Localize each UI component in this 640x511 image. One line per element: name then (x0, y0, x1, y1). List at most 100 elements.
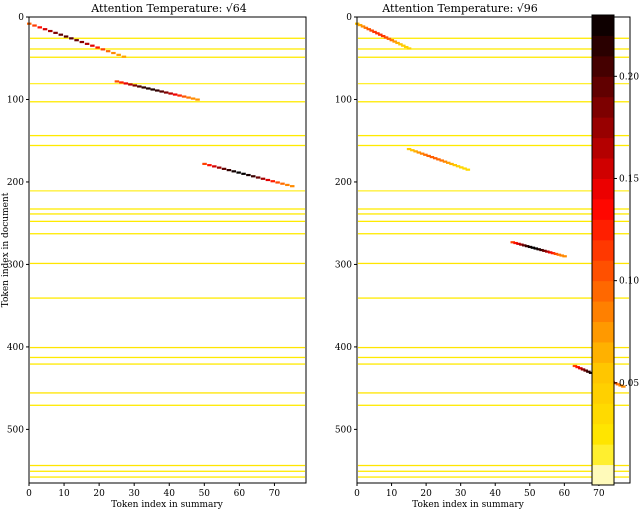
heatmap-cell (260, 177, 266, 180)
heatmap-cell (516, 242, 521, 245)
heatmap-cell (449, 162, 454, 166)
heatmap-cell (116, 53, 121, 56)
colorbar-step (592, 35, 614, 57)
colorbar-tick-label: 0.10 (619, 277, 639, 287)
heatmap-band-row (358, 190, 629, 192)
x-tick-label: 40 (164, 489, 176, 499)
heatmap-cell (159, 90, 164, 93)
right-plot-area (357, 17, 630, 483)
heatmap-band-row (358, 101, 629, 103)
x-tick-label: 50 (524, 489, 536, 499)
colorbar: 0.05 0.10 0.15 0.20 (591, 14, 639, 486)
colorbar-tick-label: 0.20 (619, 72, 639, 82)
heatmap-cell (79, 40, 85, 44)
heatmap-band-row (358, 297, 629, 299)
colorbar-tick-label: 0.15 (619, 174, 639, 184)
x-tick-label: 40 (490, 489, 502, 499)
heatmap-cell (459, 166, 464, 169)
heatmap-cell (419, 152, 425, 155)
heatmap-band-row (358, 56, 629, 58)
y-tick-label: 300 (7, 260, 24, 270)
heatmap-cell (216, 166, 222, 169)
heatmap-cell (100, 48, 106, 51)
left-heatmap-cells (27, 22, 305, 478)
heatmap-band-row (358, 392, 629, 394)
colorbar-step (592, 137, 614, 159)
heatmap-band-row (30, 213, 305, 215)
heatmap-cell (123, 82, 129, 85)
heatmap-cell (366, 28, 372, 31)
heatmap-cell (369, 29, 374, 32)
heatmap-cell (255, 176, 261, 179)
colorbar-step (592, 341, 614, 363)
left-y-axis-label: Token index in document (1, 192, 11, 307)
heatmap-band-row (30, 82, 305, 85)
heatmap-cell (168, 92, 173, 95)
heatmap-band-row (30, 37, 305, 39)
heatmap-cell (275, 181, 280, 184)
x-tick-label: 60 (559, 489, 571, 499)
heatmap-cell (559, 254, 564, 257)
heatmap-cell (455, 165, 461, 168)
heatmap-cell (562, 255, 567, 258)
heatmap-cell (221, 167, 227, 170)
left-chart-title: Attention Temperature: √64 (90, 2, 247, 15)
heatmap-cell (37, 26, 43, 29)
heatmap-cell (572, 364, 578, 368)
heatmap-cell (150, 88, 156, 91)
heatmap-band-row (30, 56, 305, 58)
heatmap-cell (380, 34, 386, 38)
heatmap-cell (212, 165, 217, 168)
colorbar-step (592, 280, 614, 302)
heatmap-cell (452, 164, 458, 167)
y-tick-label: 0 (18, 13, 24, 23)
heatmap-cell (410, 149, 415, 152)
heatmap-cell (383, 36, 389, 39)
heatmap-cell (226, 168, 232, 172)
colorbar-ticks: 0.05 0.10 0.15 0.20 (614, 72, 639, 389)
heatmap-cell (270, 180, 275, 183)
heatmap-cell (542, 249, 547, 252)
heatmap-cell (172, 93, 178, 96)
colorbar-step (592, 464, 614, 486)
colorbar-step (592, 321, 614, 343)
heatmap-band-row (358, 476, 629, 478)
left-x-axis-ticks: 0 10 20 30 40 50 60 70 (26, 483, 280, 499)
heatmap-cell (580, 368, 586, 371)
heatmap-cell (251, 175, 256, 178)
heatmap-cell (202, 162, 207, 166)
heatmap-band-row (358, 134, 629, 137)
colorbar-step (592, 178, 614, 200)
heatmap-cell (265, 178, 271, 182)
heatmap-band-row (358, 346, 629, 349)
colorbar-tick-label: 0.05 (619, 379, 639, 389)
heatmap-cell (190, 97, 196, 100)
heatmap-cell (141, 86, 147, 89)
heatmap-cell (556, 253, 562, 256)
heatmap-cell (395, 41, 400, 45)
heatmap-cell (289, 185, 295, 188)
heatmap-band-row (30, 476, 305, 478)
heatmap-band-row (30, 134, 305, 137)
x-tick-label: 0 (354, 489, 360, 499)
right-chart-title: Attention Temperature: √96 (381, 2, 538, 15)
left-plot-area (29, 17, 306, 483)
heatmap-cell (547, 251, 553, 254)
heatmap-cell (513, 241, 518, 245)
heatmap-cell (545, 250, 550, 253)
heatmap-band-row (30, 363, 305, 365)
x-tick-label: 30 (128, 489, 140, 499)
left-y-axis-ticks: 0 100 200 300 400 500 (7, 13, 29, 435)
colorbar-step (592, 382, 614, 404)
heatmap-cell (95, 46, 100, 49)
heatmap-cell (186, 96, 191, 99)
heatmap-cell (53, 31, 58, 34)
heatmap-cell (386, 37, 392, 40)
heatmap-cell (586, 370, 591, 373)
heatmap-cell (42, 28, 48, 31)
x-tick-label: 20 (420, 489, 432, 499)
colorbar-step (592, 96, 614, 118)
heatmap-cell (416, 151, 422, 154)
heatmap-band-row (30, 48, 305, 50)
